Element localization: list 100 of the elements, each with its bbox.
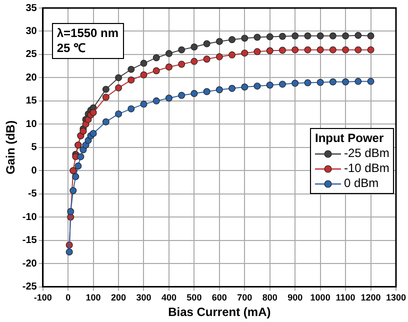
point: [216, 38, 223, 45]
point: [241, 83, 248, 90]
x-tick-label: 300: [136, 292, 152, 303]
point: [254, 34, 261, 41]
point: [115, 84, 122, 92]
point: [165, 64, 172, 71]
legend-title: Input Power: [314, 131, 385, 146]
point: [115, 74, 122, 82]
point: [354, 46, 362, 54]
point: [190, 44, 198, 51]
annotation: λ=1550 nm: [56, 26, 119, 41]
point: [80, 128, 87, 135]
point: [128, 76, 135, 84]
point: [70, 187, 77, 194]
point: [254, 82, 261, 90]
x-tick-label: 1000: [310, 292, 330, 303]
x-tick-label: 700: [237, 292, 252, 303]
point: [90, 109, 97, 116]
point: [316, 78, 324, 86]
point: [178, 60, 186, 68]
y-tick-label: -25: [22, 282, 38, 293]
point: [266, 33, 274, 40]
point: [304, 79, 312, 86]
x-tick-label: 0: [66, 292, 71, 303]
x-tick-label: 500: [186, 292, 202, 303]
point: [354, 78, 362, 85]
point: [342, 78, 350, 86]
point: [329, 32, 336, 40]
point: [342, 46, 350, 54]
y-tick-label: -15: [22, 235, 38, 246]
point: [266, 82, 274, 89]
point: [316, 46, 324, 54]
x-tick-label: 400: [161, 292, 176, 303]
point: [140, 60, 148, 67]
legend-label: -25 dBm: [344, 146, 390, 162]
point: [152, 54, 160, 62]
point: [292, 32, 299, 40]
point: [102, 118, 110, 126]
point: [203, 56, 210, 63]
annotation: 25 ℃: [56, 41, 87, 56]
point: [190, 58, 198, 65]
y-tick-label: 35: [26, 2, 38, 14]
y-tick-label: -10: [22, 212, 38, 223]
point: [67, 208, 74, 216]
point: [241, 34, 248, 42]
point: [241, 50, 248, 57]
point: [152, 67, 160, 74]
point: [102, 86, 110, 93]
point: [165, 94, 172, 102]
x-tick-label: 200: [111, 292, 126, 303]
y-tick-label: 0: [31, 165, 38, 176]
point: [278, 32, 286, 40]
x-tick-label: 800: [262, 292, 278, 303]
y-tick-label: 10: [26, 118, 38, 130]
x-tick-label: 1200: [360, 292, 381, 303]
point: [178, 92, 186, 99]
x-tick-label: 600: [212, 292, 227, 303]
point: [74, 162, 82, 170]
point: [228, 84, 236, 92]
y-tick-label: 25: [26, 49, 38, 60]
point: [278, 80, 286, 88]
point: [316, 32, 324, 40]
x-tick-label: 1300: [386, 292, 406, 303]
point: [128, 66, 135, 73]
legend-label: 0 dBm: [344, 176, 379, 192]
point: [216, 53, 223, 60]
point: [178, 46, 186, 54]
point: [190, 90, 198, 97]
point: [115, 110, 122, 118]
y-tick-label: 30: [26, 26, 38, 37]
point: [70, 167, 77, 174]
point: [304, 32, 312, 40]
y-tick-label: -5: [28, 188, 38, 200]
y-tick-label: 20: [26, 72, 38, 84]
point: [254, 48, 261, 56]
point: [292, 80, 299, 87]
legend-label: -10 dBm: [344, 161, 390, 176]
point: [165, 50, 172, 58]
point: [304, 46, 312, 54]
x-tick-label: 100: [86, 292, 101, 303]
point: [342, 32, 350, 40]
y-tick-label: 15: [26, 96, 38, 107]
point: [66, 248, 73, 256]
point: [72, 173, 80, 180]
x-axis-title: Bias Current (mA): [168, 305, 271, 320]
y-tick-label: 5: [31, 142, 38, 154]
point: [90, 130, 97, 137]
point: [228, 51, 236, 58]
point: [140, 100, 148, 108]
y-tick-label: -20: [22, 258, 38, 270]
point: [152, 97, 160, 104]
x-tick-label: 900: [288, 292, 303, 303]
point: [329, 46, 336, 54]
point: [367, 78, 374, 85]
point: [367, 46, 374, 54]
point: [329, 78, 336, 86]
point: [278, 46, 286, 54]
point: [77, 153, 84, 160]
point: [128, 105, 135, 112]
point: [354, 32, 362, 39]
